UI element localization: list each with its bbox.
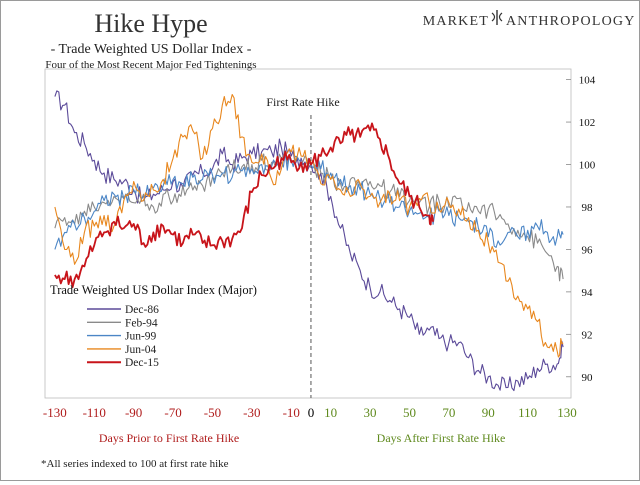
brand-left: MARKET [423,14,489,29]
legend-label: Jun-99 [125,331,157,343]
x-tick-label: -30 [243,405,260,420]
y-tick-label: 94 [582,287,594,299]
plot-area [44,68,572,399]
brand-right: ANTHROPOLOGY [506,14,636,29]
x-tick-label: 10 [324,405,337,420]
footnote: *All series indexed to 100 at first rate… [41,458,229,470]
brand-logo: MARKET ANTHROPOLOGY [423,10,636,29]
y-tick-label: 90 [582,372,594,384]
series-line-dec-15 [54,122,434,289]
y-tick-label: 98 [582,202,594,214]
x-tick-label: 130 [557,405,577,420]
chart-subtitle: - Trade Weighted US Dollar Index - [51,42,252,57]
legend-label: Jun-04 [125,344,157,356]
x-tick-label: 110 [518,405,537,420]
x-axis: -130 -110 -90 -70 -50 -30 -10 0 10 30 50 70 90 110 130 [43,405,577,420]
y-tick-label: 104 [579,75,596,87]
x-tick-label: 90 [482,405,495,420]
annotation-first-rate-hike: First Rate Hike [266,95,339,109]
y-tick-label: 92 [582,329,593,341]
chart-subtitle-2: Four of the Most Recent Major Fed Tighte… [45,59,256,71]
y-tick-label: 100 [579,160,596,172]
x-tick-label: -130 [43,405,67,420]
legend-label: Dec-15 [125,357,159,369]
x-tick-label: -10 [283,405,300,420]
chart-title: Hike Hype [94,9,207,38]
x-tick-label: 70 [442,405,455,420]
brand-symbol-icon [491,10,503,25]
legend-label: Feb-94 [125,317,158,329]
y-axis: 90 92 94 96 98 100 102 104 [566,75,596,384]
x-tick-label: 0 [308,405,315,420]
series-line-feb-94 [54,149,564,282]
x-tick-label: -70 [164,405,181,420]
x-tick-label: 30 [364,405,377,420]
x-tick-label: -90 [125,405,142,420]
plot-border [44,68,572,399]
legend-title: Trade Weighted US Dollar Index (Major) [50,283,257,297]
series-layer [54,90,564,392]
x-region-label-prior: Days Prior to First Rate Hike [99,431,239,445]
x-tick-label: 50 [403,405,416,420]
x-tick-label: -50 [204,405,221,420]
y-tick-label: 102 [579,117,596,129]
legend-label: Dec-86 [125,304,159,316]
x-region-label-after: Days After First Rate Hike [377,431,506,445]
y-tick-label: 96 [582,244,594,256]
x-tick-label: -110 [83,405,106,420]
